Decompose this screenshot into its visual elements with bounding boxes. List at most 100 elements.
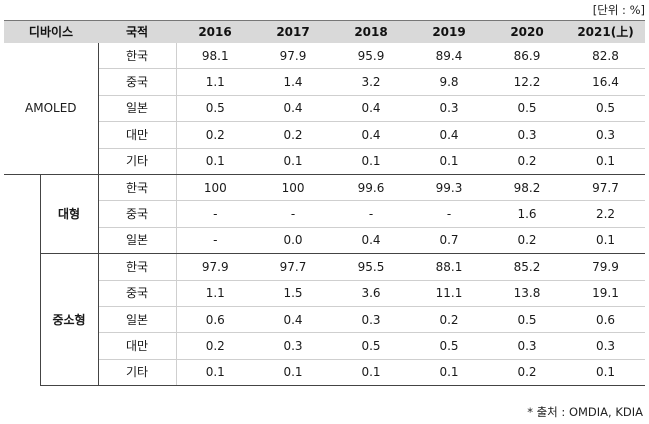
table-row: 대만 0.2 0.3 0.5 0.5 0.3 0.3 (4, 332, 646, 360)
header-year: 2019 (410, 20, 489, 43)
value-cell: 3.6 (332, 280, 411, 307)
value-cell: 1.6 (488, 200, 567, 228)
country-cell: 한국 (98, 43, 177, 70)
table-row: 일본 -0.0 0.4 0.7 0.2 0.1 (4, 227, 646, 255)
value-cell: 0.1 (254, 148, 333, 175)
value-cell: 88.1 (410, 253, 489, 281)
table-row: AMOLED 한국 98.1 97.9 95.9 89.4 86.9 82.8 (4, 43, 646, 175)
value-cell: 0.3 (254, 332, 333, 360)
table-row: 중국 1.1 1.5 3.6 11.1 13.8 19.1 (4, 280, 646, 307)
value-cell: - (254, 200, 333, 228)
value-cell: 0.2 (176, 332, 255, 360)
value-cell: 0.1 (566, 359, 646, 387)
value-cell: 0.3 (332, 306, 411, 334)
country-cell: 한국 (98, 174, 177, 202)
value-cell: 0.3 (566, 121, 646, 149)
value-cell: 13.8 (488, 280, 567, 307)
value-cell: 19.1 (566, 280, 646, 307)
value-cell: 12.2 (488, 68, 567, 96)
header-row: 디바이스 국적 2016 2017 2018 2019 2020 2021(上) (4, 20, 646, 43)
value-cell: 0.4 (332, 121, 411, 149)
value-cell: 0.5 (176, 95, 255, 123)
header-year: 2017 (254, 20, 333, 43)
device-label: 중소형 (39, 253, 99, 387)
value-cell: 0.2 (410, 306, 489, 334)
value-cell: 1.1 (176, 280, 255, 307)
value-cell: 0.4 (254, 306, 333, 334)
header-year: 2018 (332, 20, 411, 43)
value-cell: 0.1 (176, 148, 255, 175)
value-cell: 0.4 (332, 95, 411, 123)
table-row: 중국 1.1 1.4 3.2 9.8 12.2 16.4 (4, 68, 646, 96)
value-cell: 0.1 (254, 359, 333, 387)
table-row: 기타 0.1 0.1 0.1 0.1 0.2 0.1 (4, 148, 646, 175)
country-cell: 중국 (98, 280, 177, 307)
device-indent (4, 174, 40, 253)
value-cell: - (410, 200, 489, 228)
value-cell: 0.6 (566, 306, 646, 334)
value-cell: 11.1 (410, 280, 489, 307)
value-cell: 0.7 (410, 227, 489, 255)
country-cell: 일본 (98, 227, 177, 255)
country-cell: 중국 (98, 200, 177, 228)
header-country: 국적 (98, 20, 177, 43)
value-cell: 82.8 (566, 43, 646, 70)
value-cell: 2.2 (566, 200, 646, 228)
country-cell: 기타 (98, 148, 177, 175)
value-cell: 0.4 (410, 121, 489, 149)
country-cell: 중국 (98, 68, 177, 96)
value-cell: 0.6 (176, 306, 255, 334)
country-cell: 대만 (98, 332, 177, 360)
value-cell: 97.7 (254, 253, 333, 281)
table-row: 중소형 한국 97.9 97.7 95.5 88.1 85.2 79.9 (4, 253, 646, 387)
value-cell: 86.9 (488, 43, 567, 70)
header-device: 디바이스 (4, 20, 99, 43)
value-cell: 0.2 (488, 148, 567, 175)
value-cell: 0.3 (566, 332, 646, 360)
value-cell: 0.0 (254, 227, 333, 255)
value-cell: 0.3 (488, 121, 567, 149)
value-cell: 0.5 (566, 95, 646, 123)
country-cell: 대만 (98, 121, 177, 149)
value-cell: 0.1 (566, 148, 646, 175)
value-cell: 99.3 (410, 174, 489, 202)
unit-label: [단위 : %] (592, 3, 645, 17)
value-cell: 97.7 (566, 174, 646, 202)
value-cell: 3.2 (332, 68, 411, 96)
value-cell: - (332, 200, 411, 228)
value-cell: 97.9 (176, 253, 255, 281)
value-cell: 0.4 (254, 95, 333, 123)
source-note: * 출처 : OMDIA, KDIA (527, 405, 643, 419)
value-cell: 0.2 (488, 359, 567, 387)
table-row: 기타 0.1 0.1 0.1 0.1 0.2 0.1 (4, 359, 646, 387)
value-cell: 1.4 (254, 68, 333, 96)
device-label: 대형 (39, 174, 99, 255)
value-cell: 98.2 (488, 174, 567, 202)
table-row: 일본 0.6 0.4 0.3 0.2 0.5 0.6 (4, 306, 646, 334)
value-cell: 0.5 (488, 95, 567, 123)
value-cell: 0.1 (410, 148, 489, 175)
value-cell: 0.1 (566, 227, 646, 255)
country-cell: 일본 (98, 95, 177, 123)
value-cell: - (176, 227, 255, 255)
device-indent (4, 254, 40, 386)
value-cell: 0.5 (410, 332, 489, 360)
market-share-table: 디바이스 국적 2016 2017 2018 2019 2020 2021(上)… (4, 20, 646, 387)
value-cell: 0.5 (488, 306, 567, 334)
value-cell: 95.9 (332, 43, 411, 70)
header-year: 2021(上) (566, 20, 646, 43)
value-cell: 0.3 (488, 332, 567, 360)
value-cell: 0.3 (410, 95, 489, 123)
value-cell: 9.8 (410, 68, 489, 96)
value-cell: 100 (254, 174, 333, 202)
country-cell: 한국 (98, 253, 177, 281)
table-row: 일본 0.5 0.4 0.4 0.3 0.5 0.5 (4, 95, 646, 123)
table-row: 대형 한국 100 100 99.6 99.3 98.2 97.7 (4, 174, 646, 255)
value-cell: - (176, 200, 255, 228)
header-year: 2016 (176, 20, 255, 43)
value-cell: 97.9 (254, 43, 333, 70)
value-cell: 1.5 (254, 280, 333, 307)
value-cell: 0.2 (488, 227, 567, 255)
value-cell: 0.1 (176, 359, 255, 387)
table-row: 대만 0.2 0.2 0.4 0.4 0.3 0.3 (4, 121, 646, 149)
